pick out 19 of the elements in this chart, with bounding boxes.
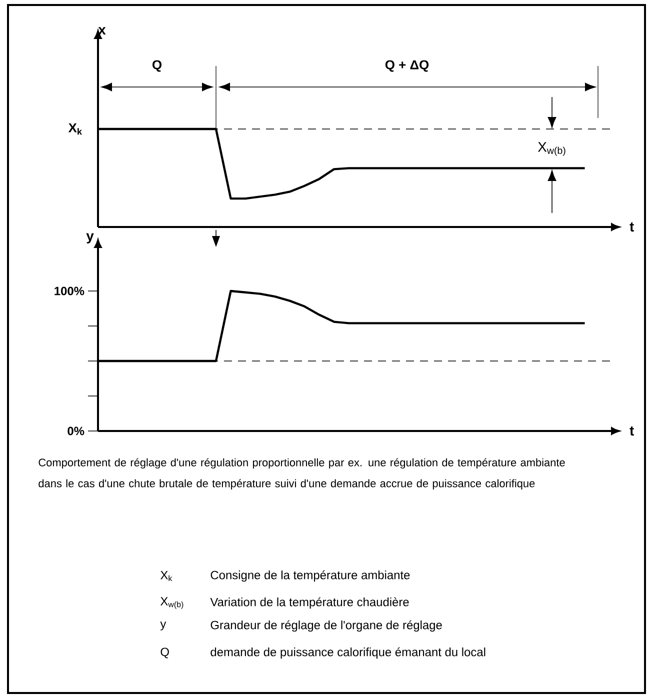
text: Comportement de réglage d'une régulation proportionnelle par ex. une régulation de température ambiante dans le cas d'une chute brutale de température suivi d'une demande accrue de puissance calorifique	[38, 458, 565, 490]
y-axis-title: y	[86, 233, 94, 244]
text: X$_{k}$	[160, 570, 172, 582]
y-axis-title: x	[98, 27, 106, 34]
text: X$_{w(b)}$	[160, 597, 184, 609]
text: Q + ΔQ	[385, 60, 429, 72]
y-tick-label: 0%	[68, 426, 84, 436]
x-axis-title: t	[630, 222, 634, 232]
y-tick-label: 100%	[54, 286, 84, 296]
text: y	[160, 622, 166, 630]
text: Q	[160, 648, 169, 658]
annotation: X$_{w(b)}$	[538, 142, 566, 156]
text: demande de puissance calorifique émanant du local	[210, 647, 486, 659]
x-axis-title: t	[630, 426, 634, 436]
text: Q	[152, 60, 162, 72]
text: Grandeur de réglage de l'organe de réglage	[210, 620, 442, 632]
text: Consigne de la température ambiante	[210, 570, 410, 582]
text: Variation de la température chaudière	[210, 597, 409, 609]
ref-line-label: X$_{k}$	[68, 123, 82, 135]
